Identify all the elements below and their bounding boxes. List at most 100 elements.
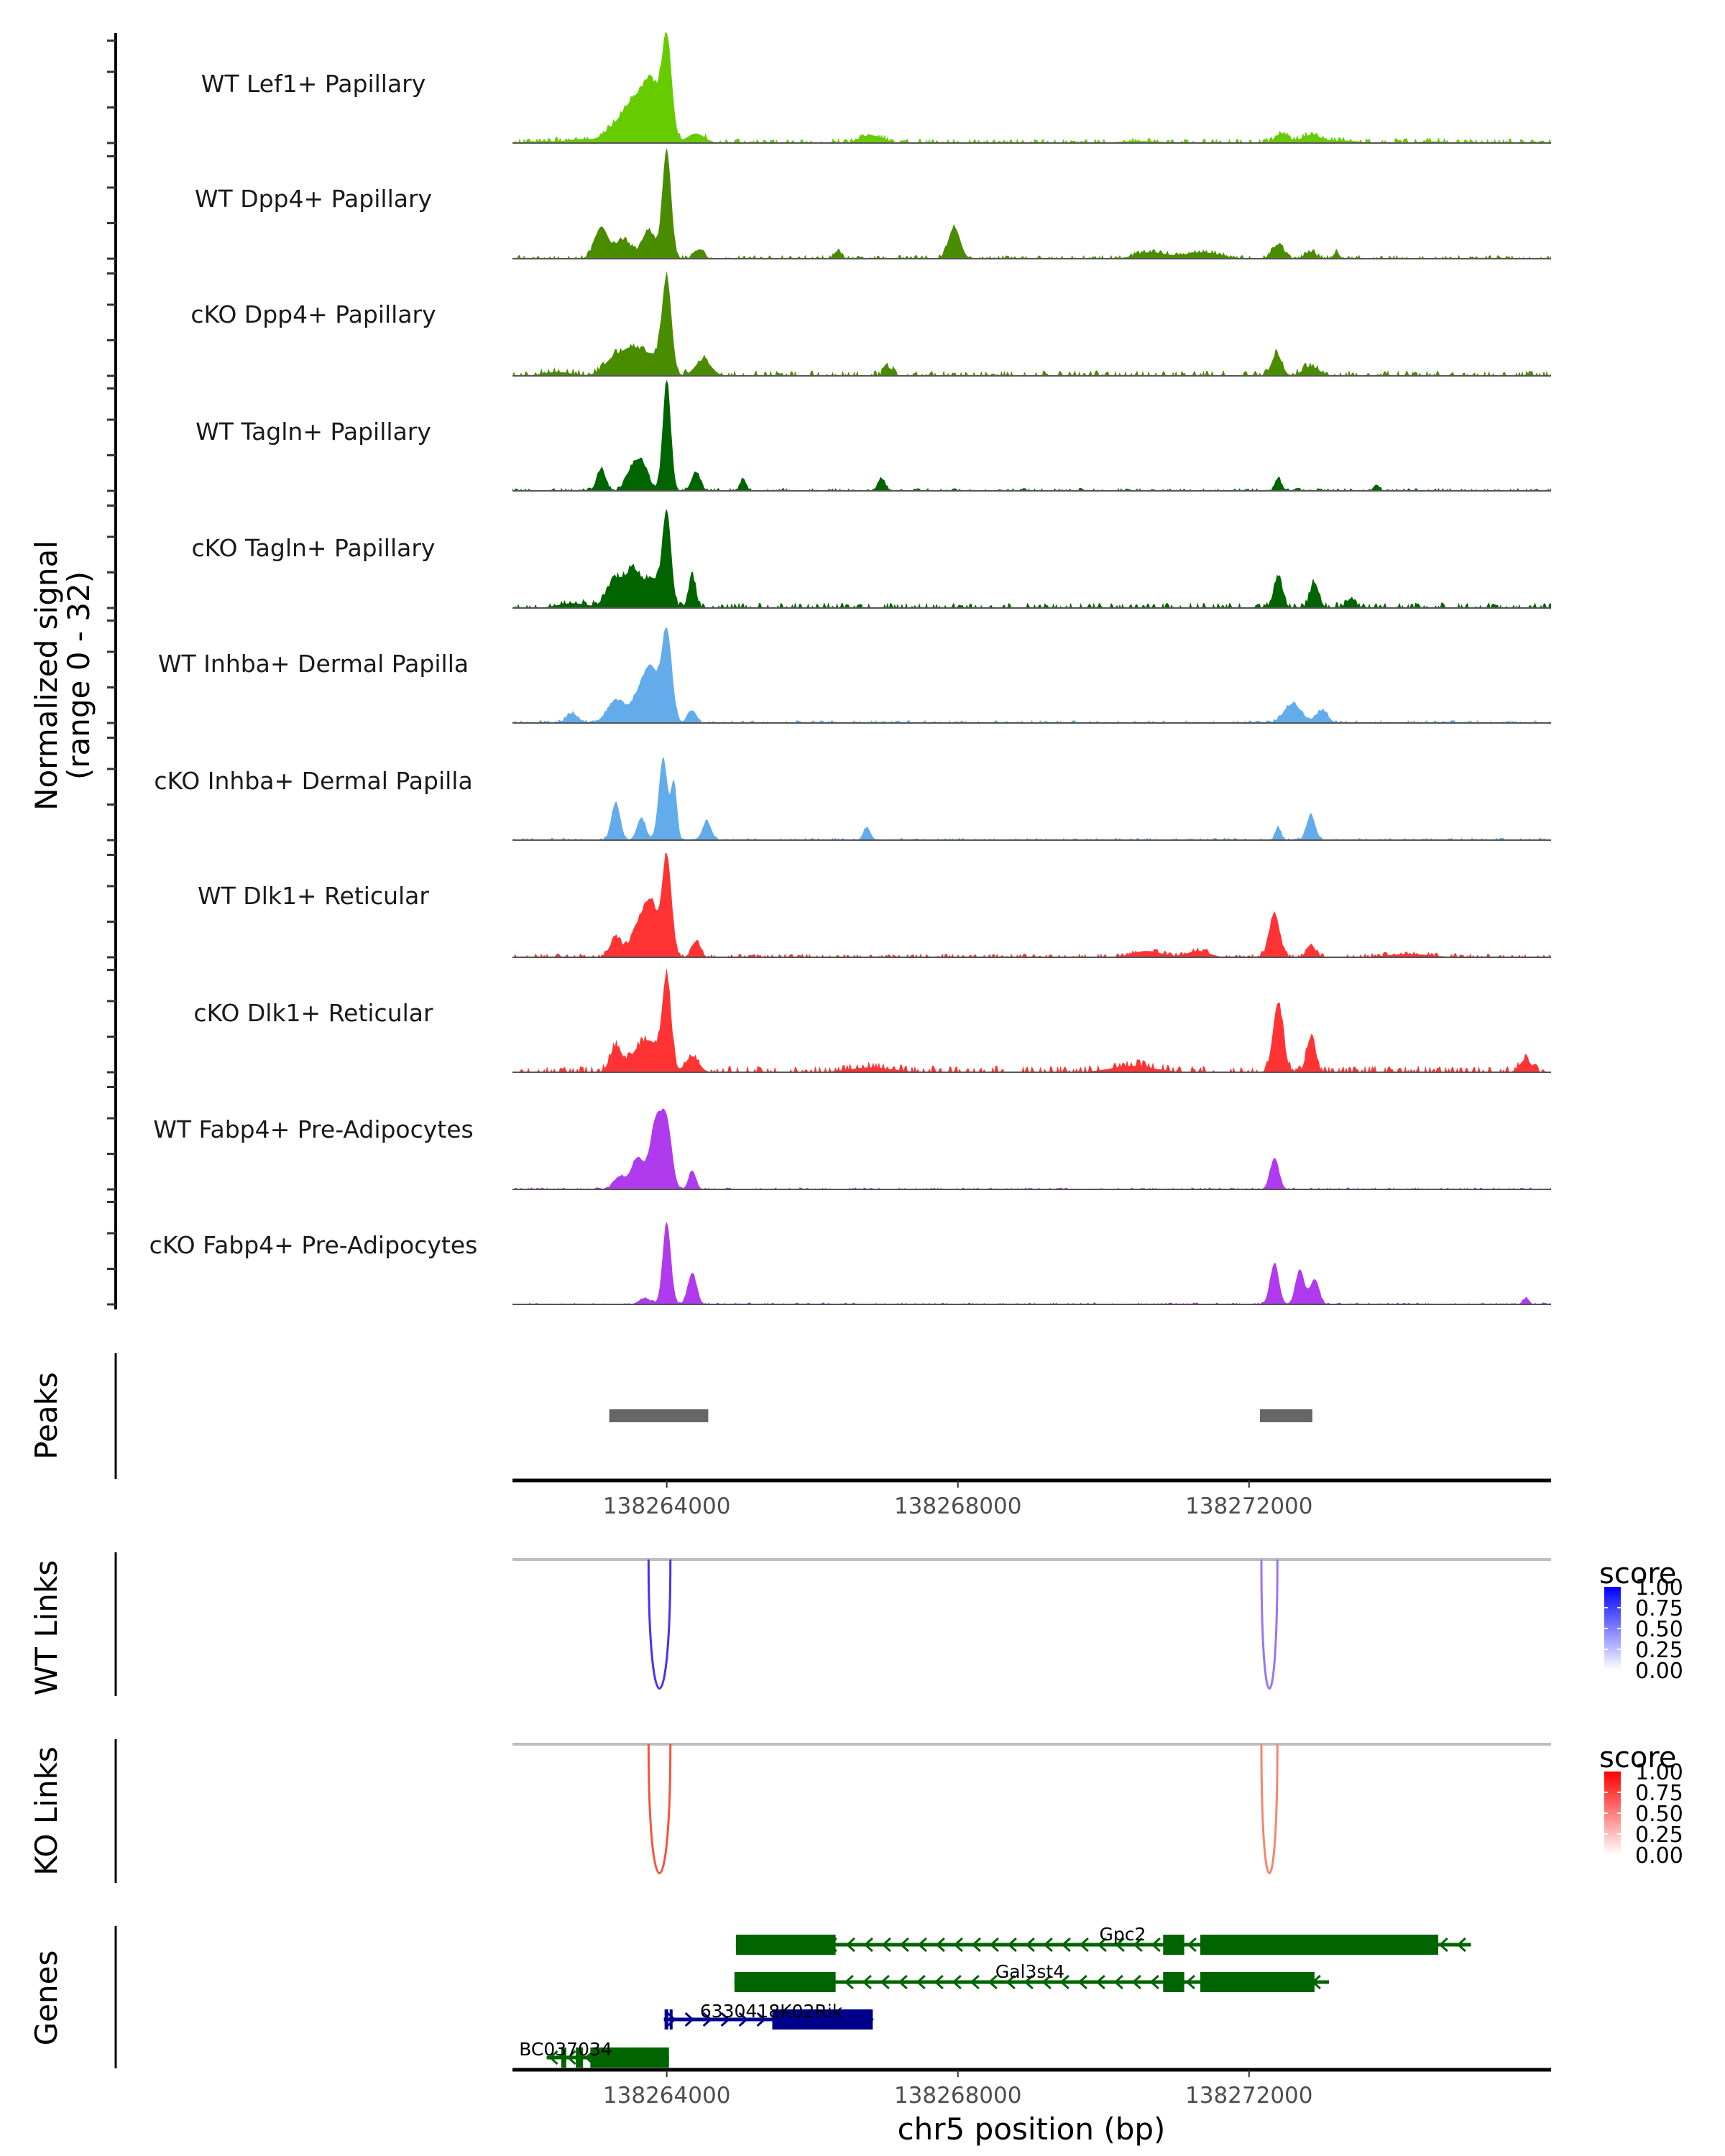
track-label: cKO Inhba+ Dermal Papilla: [154, 767, 472, 795]
peaks-track-label: Peaks: [29, 1372, 64, 1460]
track-label: WT Lef1+ Papillary: [201, 70, 426, 98]
peak-region: [1259, 1409, 1312, 1422]
chevron-left-icon: [1041, 1974, 1052, 1990]
legend-tick-label: 1.00: [1635, 1575, 1683, 1600]
coverage-track: cKO Inhba+ Dermal Papilla: [154, 757, 1551, 841]
x-tick-label: 138268000: [894, 1493, 1022, 1519]
coverage-area: [512, 271, 1551, 376]
coverage-area: [512, 1222, 1551, 1304]
gene-label: Gal3st4: [995, 1961, 1064, 1982]
x-tick-label: 138264000: [603, 1493, 731, 1519]
chevron-left-icon: [862, 1974, 872, 1990]
coverage-area: [512, 852, 1551, 957]
track-label: cKO Dlk1+ Reticular: [193, 999, 433, 1027]
gene-label: Gpc2: [1100, 1924, 1146, 1945]
chevron-left-icon: [934, 1974, 944, 1990]
coverage-area: [512, 379, 1551, 491]
x-axis-title: chr5 position (bp): [898, 2111, 1166, 2147]
legend-wt-score: score 1.000.750.500.250.00: [1599, 1557, 1683, 1684]
gene-label: BC037034: [519, 2039, 612, 2060]
gene-exon: [590, 2047, 669, 2068]
coverage-area: [512, 757, 1551, 840]
gene: Gal3st4: [734, 1961, 1330, 1992]
legend-tick-label: 0.50: [1635, 1802, 1683, 1827]
peaks-track: [609, 1409, 1312, 1422]
chevron-right-icon: [756, 2012, 766, 2027]
legend-tick-label: 0.25: [1635, 1823, 1683, 1848]
track-label: WT Dpp4+ Papillary: [195, 185, 432, 213]
chevron-left-icon: [1149, 1974, 1159, 1990]
peaks-x-ticks: 138264000 138268000 138272000: [603, 1480, 1313, 1519]
coverage-area: [512, 147, 1551, 259]
x-tick-label: 138272000: [1185, 2083, 1313, 2109]
gene: 6330418K02Rik: [663, 2001, 874, 2030]
gene-exon: [772, 2009, 873, 2030]
coverage-track: WT Fabp4+ Pre-Adipocytes: [153, 1108, 1551, 1190]
coverage-track: cKO Dlk1+ Reticular: [193, 968, 1551, 1073]
chevron-right-icon: [720, 2012, 730, 2027]
chevron-left-icon: [1006, 1974, 1016, 1990]
legend-tick-label: 0.00: [1635, 1843, 1683, 1869]
chevron-left-icon: [916, 1974, 926, 1990]
gene-exon: [735, 1935, 836, 1955]
chevron-left-icon: [1456, 1937, 1466, 1953]
chevron-left-icon: [1133, 1937, 1143, 1953]
chevron-left-icon: [863, 1937, 873, 1953]
wt-links-track: [512, 1558, 1551, 1690]
gene: Gpc2: [735, 1924, 1471, 1955]
coverage-track: WT Lef1+ Papillary: [201, 32, 1551, 144]
chevron-left-icon: [1438, 1937, 1448, 1953]
track-label: cKO Dpp4+ Papillary: [190, 300, 436, 328]
coverage-track: WT Dlk1+ Reticular: [198, 852, 1551, 958]
track-label: WT Dlk1+ Reticular: [198, 882, 429, 910]
legend-tick-label: 1.00: [1635, 1760, 1683, 1785]
genes-track-label: Genes: [29, 1950, 64, 2046]
chevron-left-icon: [1061, 1937, 1071, 1953]
chevron-left-icon: [566, 2050, 576, 2065]
gene-exon: [1163, 1972, 1184, 1992]
legend-tick-label: 0.25: [1635, 1638, 1683, 1663]
coverage-ylabel-line1: Normalized signal: [29, 540, 64, 811]
legend-wt-colorbar: [1604, 1587, 1621, 1670]
coverage-area: [512, 32, 1551, 143]
legend-wt-title: score: [1599, 1557, 1676, 1590]
legend-tick-label: 0.75: [1635, 1596, 1683, 1621]
gene-exon: [664, 2009, 668, 2030]
chevron-left-icon: [548, 2050, 558, 2065]
gene-exon: [1163, 1935, 1184, 1955]
chevron-right-icon: [738, 2012, 748, 2027]
coverage-track: WT Inhba+ Dermal Papilla: [158, 627, 1551, 724]
chevron-left-icon: [881, 1937, 891, 1953]
chevron-right-icon: [684, 2012, 694, 2027]
chevron-left-icon: [1077, 1974, 1087, 1990]
coverage-track: cKO Dpp4+ Papillary: [190, 271, 1551, 377]
legend-ko-colorbar: [1604, 1772, 1621, 1855]
legend-tick-label: 0.00: [1635, 1659, 1683, 1684]
x-tick-label: 138268000: [894, 2083, 1022, 2109]
chevron-left-icon: [1025, 1937, 1035, 1953]
x-tick-label: 138272000: [1185, 1493, 1313, 1519]
gene-exon: [1373, 1935, 1439, 1955]
coverage-track: cKO Fabp4+ Pre-Adipocytes: [150, 1222, 1551, 1305]
x-tick-label: 138264000: [603, 2083, 731, 2109]
track-label: WT Tagln+ Papillary: [196, 418, 431, 446]
chevron-left-icon: [989, 1937, 999, 1953]
chevron-left-icon: [917, 1937, 927, 1953]
link-arc: [1260, 1743, 1279, 1874]
chevron-left-icon: [971, 1937, 981, 1953]
chevron-left-icon: [1007, 1937, 1017, 1953]
chevron-left-icon: [952, 1974, 962, 1990]
chevron-left-icon: [1113, 1974, 1123, 1990]
gene-exon: [576, 2047, 584, 2068]
chevron-left-icon: [1151, 1937, 1161, 1953]
coverage-ylabel-line2: (range 0 - 32): [61, 571, 96, 780]
chevron-left-icon: [880, 1974, 890, 1990]
coverage-area: [512, 509, 1551, 608]
gene: BC037034: [519, 2039, 669, 2068]
genes-track: Gpc2 Gal3st4 6330418K02Rik BC037034: [519, 1924, 1471, 2068]
coverage-track: cKO Tagln+ Papillary: [192, 509, 1551, 609]
chevron-left-icon: [1115, 1937, 1125, 1953]
chevron-left-icon: [970, 1974, 980, 1990]
track-label: WT Inhba+ Dermal Papilla: [158, 650, 469, 678]
chevron-left-icon: [1187, 1937, 1197, 1953]
